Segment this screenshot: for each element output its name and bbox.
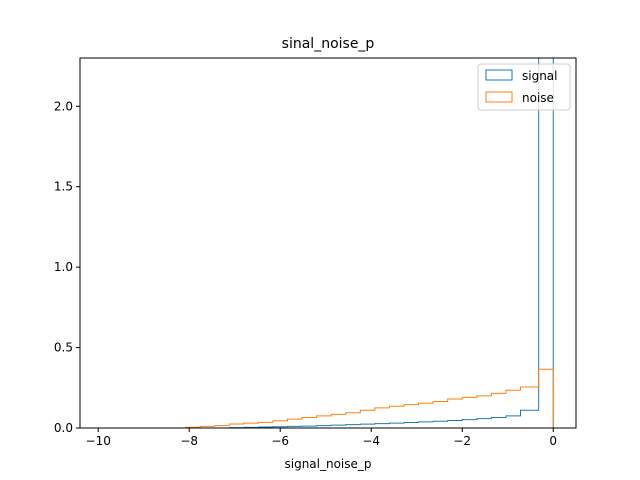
legend: signal noise [477,63,571,111]
x-axis-label: signal_noise_p [284,457,371,471]
x-axis-ticks: −10 −8 −6 −4 −2 0 [86,428,557,448]
axes-frame [79,57,577,429]
legend-label-signal: signal [522,69,558,83]
legend-label-noise: noise [522,91,554,105]
y-tick-label: 1.0 [54,260,73,274]
legend-swatch-signal [485,69,513,81]
chart-title: sinal_noise_p [282,36,375,52]
histogram-step-noise [98,368,554,429]
legend-frame [477,63,571,111]
y-tick-label: 0.0 [54,421,73,435]
legend-swatch-noise [485,91,513,103]
x-tick-label: −4 [362,434,380,448]
x-tick-label: −8 [180,434,198,448]
y-tick-label: 0.5 [54,341,73,355]
x-tick-label: −2 [453,434,471,448]
x-tick-label: 0 [549,434,557,448]
x-tick-label: −6 [271,434,289,448]
x-tick-label: −10 [86,434,111,448]
y-tick-label: 1.5 [54,180,73,194]
y-tick-label: 2.0 [54,99,73,113]
y-axis-ticks: 0.0 0.5 1.0 1.5 2.0 [54,99,80,435]
series-noise [98,368,554,429]
